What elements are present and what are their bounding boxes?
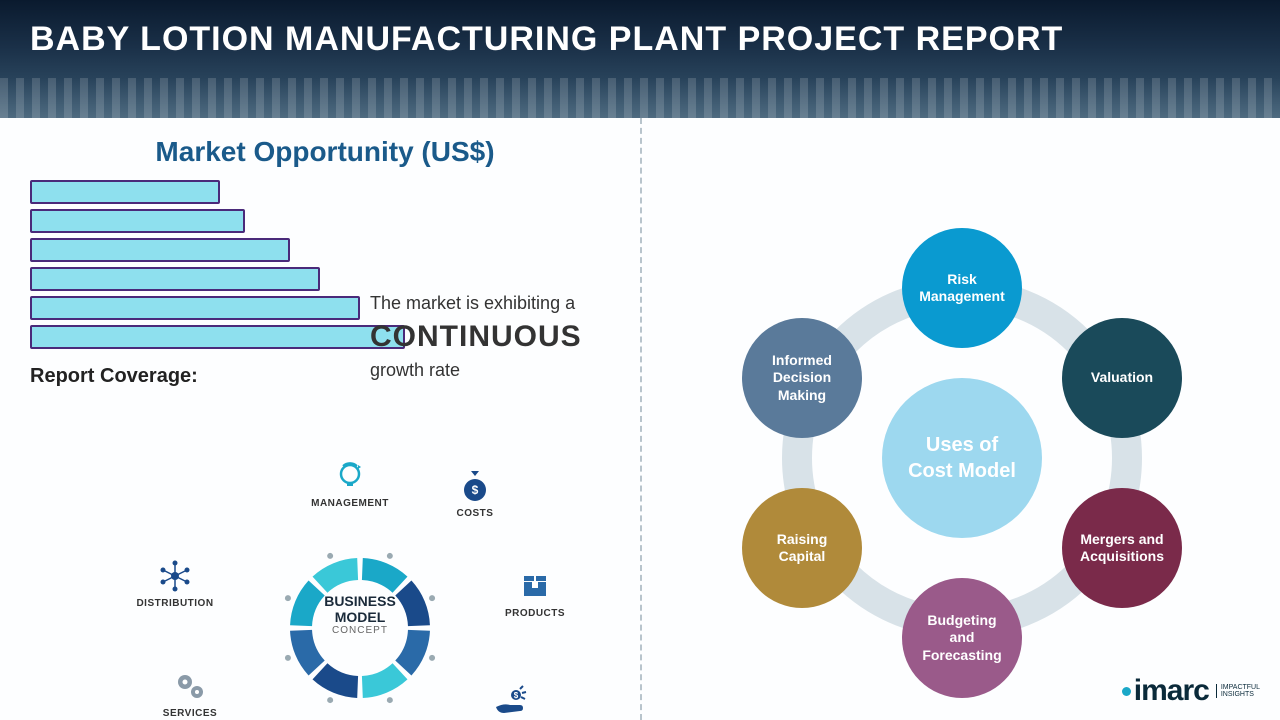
gears-icon [172,668,208,704]
bar [30,238,290,262]
wheel-node: InformedDecisionMaking [742,318,862,438]
business-model-center: BUSINESS MODEL CONCEPT [310,593,410,636]
network-icon [157,558,193,594]
bm-item-distribution: DISTRIBUTION [120,558,230,609]
bulb-icon [332,458,368,494]
logo-text: imarc [1134,674,1209,708]
bar-row [30,238,620,264]
growth-keyword: CONTINUOUS [370,320,620,354]
bar [30,267,320,291]
growth-line2: growth rate [370,360,620,381]
infographic-page: BABY LOTION MANUFACTURING PLANT PROJECT … [0,0,1280,720]
bm-item-revenue: $REVENUE [455,683,565,720]
right-panel: Uses ofCost Model RiskManagement Valuatio… [640,118,1280,720]
wheel-node: BudgetingandForecasting [902,578,1022,698]
logo-tag2: INSIGHTS [1221,691,1260,698]
bm-item-costs: $ COSTS [420,468,530,519]
left-panel: Market Opportunity (US$) The market is e… [0,118,640,720]
skyline-decoration [0,78,1280,118]
bar [30,180,220,204]
logo-tag1: IMPACTFUL [1221,684,1260,691]
content-row: Market Opportunity (US$) The market is e… [0,118,1280,720]
logo-tagline: IMPACTFUL INSIGHTS [1216,684,1260,698]
business-model-diagram: BUSINESS MODEL CONCEPT MANAGEMENT $ COSTS P… [120,458,600,720]
growth-line1: The market is exhibiting a [370,293,620,314]
hand-icon: $ [492,683,528,719]
page-title: BABY LOTION MANUFACTURING PLANT PROJECT … [30,20,1250,59]
bm-item-label: MANAGEMENT [295,498,405,509]
bm-item-management: MANAGEMENT [295,458,405,509]
logo-dot-icon [1122,687,1131,696]
bm-item-label: COSTS [420,508,530,519]
bar [30,209,245,233]
box-icon [517,568,553,604]
moneybag-icon: $ [457,468,493,504]
market-opportunity-title: Market Opportunity (US$) [30,136,620,168]
bm-center-l2: MODEL [310,609,410,625]
header-banner: BABY LOTION MANUFACTURING PLANT PROJECT … [0,0,1280,118]
wheel-node: Valuation [1062,318,1182,438]
bm-item-label: PRODUCTS [480,608,590,619]
wheel-node: Mergers andAcquisitions [1062,488,1182,608]
bm-item-label: DISTRIBUTION [120,598,230,609]
bm-item-products: PRODUCTS [480,568,590,619]
brand-logo: imarc IMPACTFUL INSIGHTS [1122,674,1260,708]
wheel-center: Uses ofCost Model [882,378,1042,538]
wheel-node: RiskManagement [902,228,1022,348]
cost-model-wheel: Uses ofCost Model RiskManagementValuatio… [742,238,1182,678]
svg-text:$: $ [472,483,479,497]
bm-center-l1: BUSINESS [310,593,410,609]
bar [30,296,360,320]
bar [30,325,405,349]
bar-row [30,267,620,293]
bar-row [30,209,620,235]
growth-callout: The market is exhibiting a CONTINUOUS gr… [370,293,620,381]
bar-row [30,180,620,206]
bm-item-label: SERVICES [135,708,245,719]
wheel-node: RaisingCapital [742,488,862,608]
svg-text:$: $ [514,691,519,700]
bm-item-services: SERVICES [135,668,245,719]
bm-center-l3: CONCEPT [310,625,410,636]
